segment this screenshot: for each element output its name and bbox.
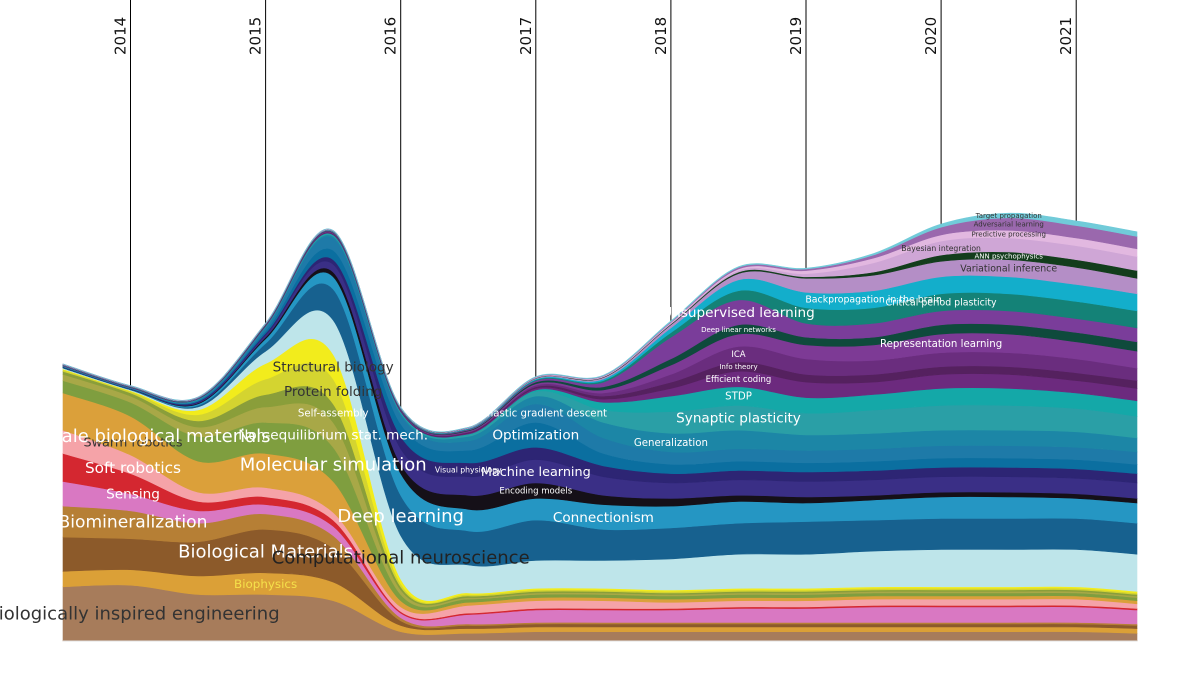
stream-label: Target propagation [975, 212, 1042, 220]
year-label: 2016 [382, 17, 400, 55]
stream-label: Adversarial learning [974, 221, 1044, 229]
stream-label: Representation learning [880, 339, 1002, 350]
stream-label: Variational inference [960, 264, 1057, 275]
stream-label: Synaptic plasticity [676, 411, 801, 427]
stream-label: Biologically inspired engineering [0, 603, 280, 624]
year-labels: 2014 2015 2016 2017 2018 2019 2020 2021 [112, 17, 1076, 55]
stream-label: Soft robotics [85, 459, 181, 477]
stream-label: Biological Materials [178, 541, 353, 562]
stream-label: ICA [731, 350, 745, 360]
year-gridlines [130, 0, 1077, 455]
stream-label: Encoding models [499, 487, 572, 497]
stream-label: ANN psychophysics [974, 252, 1043, 260]
stream-label: Nanoscale biological materials [0, 426, 271, 447]
year-label: 2018 [652, 17, 670, 55]
stream-label: Bayesian integration [901, 244, 981, 253]
stream-label: Biophysics [234, 577, 297, 591]
stream-label: Self-assembly [298, 409, 369, 420]
stream-label: Swarm robotics [83, 435, 182, 450]
stream-label: Deep learning [337, 506, 464, 527]
year-label: 2021 [1057, 17, 1075, 55]
stream-label: Machine learning [481, 465, 591, 480]
stream-label: Predictive processing [971, 231, 1045, 239]
stream-label: Molecular simulation [240, 455, 427, 476]
stream-labels: Biologically inspired engineering Biophys… [0, 212, 1057, 624]
stream-label: Deep linear networks [701, 326, 776, 334]
stream-label: Computational neuroscience [272, 548, 530, 569]
stream-label: Visual physiology [435, 465, 502, 474]
stream-label: Critical period plasticity [886, 298, 998, 309]
stream-label: Biomineralization [59, 513, 208, 533]
stream-label: STDP [725, 392, 752, 403]
stream-label: Non-equilibrium stat. mech. [238, 428, 428, 444]
year-label: 2020 [922, 17, 940, 55]
year-label: 2014 [112, 17, 130, 55]
year-label: 2017 [517, 17, 535, 55]
stream-label: Sensing [106, 487, 160, 503]
stream-layers [62, 212, 1138, 642]
stream-label: Efficient coding [706, 375, 772, 385]
stream-label: Optimization [492, 428, 579, 444]
stream-label: Stochastic gradient descent [465, 409, 607, 420]
stream-label: Connectionism [553, 510, 654, 526]
year-label: 2015 [247, 17, 265, 55]
year-label: 2019 [787, 17, 805, 55]
stream-label: Generalization [634, 438, 708, 449]
stream-target-propagation [62, 212, 1138, 433]
stream-label: Info theory [719, 363, 757, 371]
stream-label: Backpropagation in the brain [805, 295, 941, 306]
stream-label: Protein folding [284, 384, 383, 400]
stream-label: Structural biology [273, 359, 394, 375]
stream-label: Unsupervised learning [662, 305, 815, 321]
